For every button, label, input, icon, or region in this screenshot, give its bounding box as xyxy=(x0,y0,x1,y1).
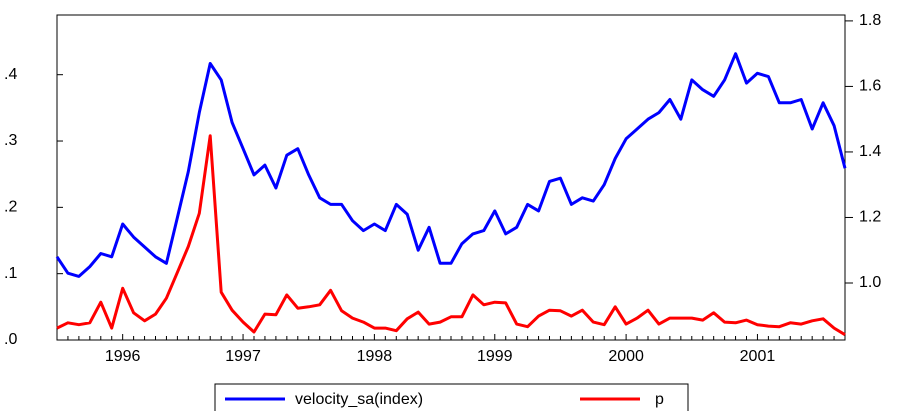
y-tick-label: .2 xyxy=(4,199,17,216)
plot-frame xyxy=(56,14,846,341)
x-tick-label: 1996 xyxy=(105,348,141,365)
legend-label: velocity_sa(index) xyxy=(295,391,423,408)
y2-tick-label: 1.4 xyxy=(859,143,881,160)
x-tick-label: 2001 xyxy=(740,348,776,365)
y-tick-label: .3 xyxy=(4,132,17,149)
y-tick-label: .0 xyxy=(4,331,17,348)
y2-tick-label: 1.6 xyxy=(859,78,881,95)
y2-tick-label: 1.0 xyxy=(859,274,881,291)
x-tick-label: 1997 xyxy=(225,348,261,365)
y2-tick-label: 1.8 xyxy=(859,12,881,29)
x-tick-label: 1998 xyxy=(357,348,393,365)
y-tick-label: .4 xyxy=(4,66,17,83)
x-tick-label: 2000 xyxy=(608,348,644,365)
legend-label: p xyxy=(655,391,664,408)
x-tick-label: 1999 xyxy=(477,348,513,365)
series-line xyxy=(55,52,847,278)
series-line xyxy=(56,134,846,336)
y-tick-label: .1 xyxy=(4,265,17,282)
y2-tick-label: 1.2 xyxy=(859,209,881,226)
